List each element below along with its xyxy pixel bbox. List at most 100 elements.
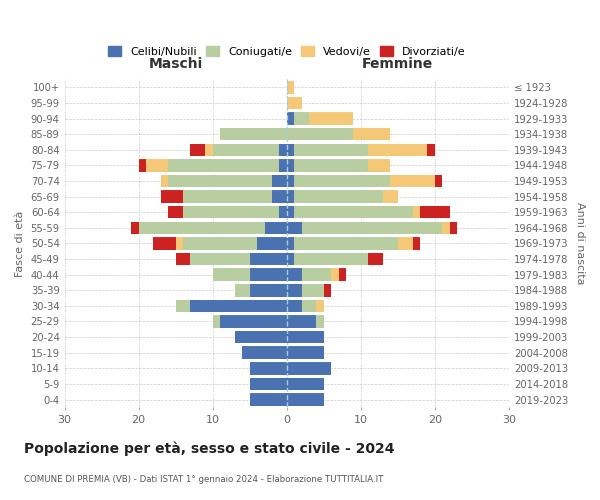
- Bar: [294, 159, 368, 172]
- Bar: [139, 222, 265, 234]
- Bar: [435, 174, 442, 187]
- Text: COMUNE DI PREMIA (VB) - Dati ISTAT 1° gennaio 2024 - Elaborazione TUTTITALIA.IT: COMUNE DI PREMIA (VB) - Dati ISTAT 1° ge…: [24, 476, 383, 484]
- Bar: [250, 362, 287, 374]
- Bar: [287, 284, 302, 296]
- Bar: [302, 268, 331, 281]
- Bar: [183, 190, 272, 203]
- Bar: [287, 378, 324, 390]
- Bar: [183, 237, 257, 250]
- Bar: [235, 284, 250, 296]
- Bar: [302, 300, 316, 312]
- Bar: [324, 284, 331, 296]
- Bar: [294, 112, 309, 125]
- Bar: [338, 268, 346, 281]
- Bar: [302, 284, 324, 296]
- Bar: [353, 128, 391, 140]
- Bar: [413, 206, 420, 218]
- Bar: [287, 315, 316, 328]
- Bar: [287, 331, 324, 344]
- Bar: [427, 144, 435, 156]
- Bar: [302, 222, 442, 234]
- Bar: [287, 81, 294, 94]
- Y-axis label: Anni di nascita: Anni di nascita: [575, 202, 585, 284]
- Bar: [220, 128, 287, 140]
- Bar: [287, 300, 302, 312]
- Bar: [383, 190, 398, 203]
- Text: Popolazione per età, sesso e stato civile - 2024: Popolazione per età, sesso e stato civil…: [24, 441, 395, 456]
- Bar: [294, 144, 368, 156]
- Bar: [250, 253, 287, 266]
- Bar: [168, 206, 183, 218]
- Bar: [287, 174, 294, 187]
- Bar: [280, 206, 287, 218]
- Bar: [287, 190, 294, 203]
- Bar: [176, 300, 190, 312]
- Bar: [250, 378, 287, 390]
- Bar: [287, 253, 294, 266]
- Bar: [287, 237, 294, 250]
- Bar: [220, 315, 287, 328]
- Bar: [294, 253, 368, 266]
- Bar: [190, 253, 250, 266]
- Bar: [146, 159, 168, 172]
- Bar: [368, 144, 427, 156]
- Bar: [250, 284, 287, 296]
- Bar: [294, 206, 413, 218]
- Bar: [242, 346, 287, 359]
- Bar: [280, 159, 287, 172]
- Bar: [161, 174, 168, 187]
- Bar: [183, 206, 280, 218]
- Bar: [368, 253, 383, 266]
- Bar: [287, 222, 302, 234]
- Bar: [413, 237, 420, 250]
- Bar: [398, 237, 413, 250]
- Bar: [316, 300, 324, 312]
- Bar: [287, 112, 294, 125]
- Bar: [420, 206, 450, 218]
- Bar: [212, 315, 220, 328]
- Bar: [287, 394, 324, 406]
- Bar: [235, 331, 287, 344]
- Bar: [212, 144, 280, 156]
- Bar: [294, 237, 398, 250]
- Y-axis label: Fasce di età: Fasce di età: [15, 210, 25, 276]
- Bar: [450, 222, 457, 234]
- Bar: [176, 253, 190, 266]
- Bar: [442, 222, 450, 234]
- Bar: [294, 190, 383, 203]
- Bar: [190, 300, 287, 312]
- Bar: [161, 190, 183, 203]
- Bar: [250, 268, 287, 281]
- Bar: [212, 268, 250, 281]
- Text: Maschi: Maschi: [149, 57, 203, 71]
- Bar: [331, 268, 338, 281]
- Bar: [190, 144, 205, 156]
- Text: Femmine: Femmine: [362, 57, 433, 71]
- Bar: [287, 206, 294, 218]
- Bar: [309, 112, 353, 125]
- Bar: [294, 174, 391, 187]
- Bar: [391, 174, 435, 187]
- Legend: Celibi/Nubili, Coniugati/e, Vedovi/e, Divorziati/e: Celibi/Nubili, Coniugati/e, Vedovi/e, Di…: [104, 42, 469, 60]
- Bar: [287, 144, 294, 156]
- Bar: [368, 159, 391, 172]
- Bar: [131, 222, 139, 234]
- Bar: [154, 237, 176, 250]
- Bar: [287, 268, 302, 281]
- Bar: [139, 159, 146, 172]
- Bar: [168, 174, 272, 187]
- Bar: [287, 346, 324, 359]
- Bar: [176, 237, 183, 250]
- Bar: [280, 144, 287, 156]
- Bar: [316, 315, 324, 328]
- Bar: [257, 237, 287, 250]
- Bar: [287, 362, 331, 374]
- Bar: [205, 144, 212, 156]
- Bar: [272, 174, 287, 187]
- Bar: [250, 394, 287, 406]
- Bar: [272, 190, 287, 203]
- Bar: [287, 96, 302, 109]
- Bar: [287, 159, 294, 172]
- Bar: [168, 159, 280, 172]
- Bar: [265, 222, 287, 234]
